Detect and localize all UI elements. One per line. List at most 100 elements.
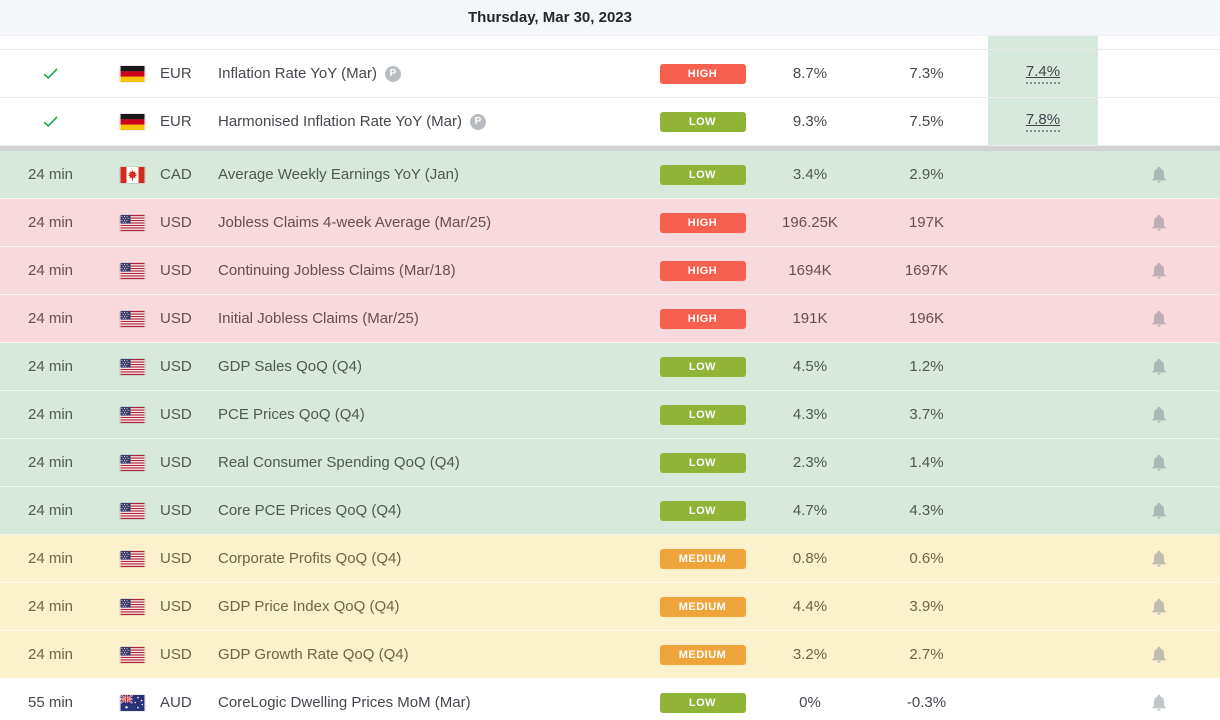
calendar-row[interactable]: 24 min USD Initial Jobless Claims (Mar/25)… [0,295,1220,343]
bell-icon[interactable] [1149,644,1169,665]
bell-icon[interactable] [1149,260,1169,281]
currency-cell: USD [160,199,218,246]
flag-de-icon [120,113,145,130]
currency-cell: EUR [160,50,218,97]
currency-cell: USD [160,583,218,630]
event-link[interactable]: Initial Jobless Claims (Mar/25) [218,310,419,327]
bell-icon[interactable] [1149,404,1169,425]
time-remaining: 24 min [28,598,74,615]
time-cell: 24 min [0,151,105,198]
importance-badge: LOW [659,500,746,521]
actual-value: 8.7% [792,65,828,82]
importance-cell: MEDIUM [650,583,755,630]
consensus-cell: 7.8% [988,98,1098,145]
calendar-row[interactable]: 24 min USD Continuing Jobless Claims (Mar/… [0,247,1220,295]
calendar-row[interactable]: EUR Inflation Rate YoY (Mar) P HIGH 8.7% 7.3%… [0,50,1220,98]
time-remaining: 24 min [28,310,74,327]
bell-cell [1098,247,1220,294]
event-cell: Initial Jobless Claims (Mar/25) [218,295,650,342]
calendar-row[interactable]: EUR Harmonised Inflation Rate YoY (Mar) P L… [0,98,1220,146]
time-cell: 24 min [0,247,105,294]
bell-cell [1098,391,1220,438]
event-link[interactable]: Inflation Rate YoY (Mar) [218,65,377,82]
previous-cell: 196K [865,295,988,342]
consensus-value[interactable]: 7.4% [1025,63,1061,84]
event-link[interactable]: Corporate Profits QoQ (Q4) [218,550,402,567]
importance-badge: HIGH [659,308,746,329]
event-link[interactable]: Average Weekly Earnings YoY (Jan) [218,166,459,183]
previous-cell: 1.4% [865,439,988,486]
time-cell: 24 min [0,535,105,582]
time-cell [0,98,105,145]
previous-value: 4.3% [909,502,944,519]
importance-cell: HIGH [650,199,755,246]
flag-cell [105,583,160,630]
bell-cell [1098,631,1220,678]
event-cell: Real Consumer Spending QoQ (Q4) [218,439,650,486]
bell-icon[interactable] [1149,212,1169,233]
importance-cell: HIGH [650,295,755,342]
calendar-row[interactable]: 24 min USD Jobless Claims 4-week Average (… [0,199,1220,247]
currency-code: AUD [160,694,192,711]
calendar-row[interactable]: 24 min CAD Average Weekly Earnings YoY (Ja… [0,151,1220,199]
consensus-cell [988,391,1098,438]
event-cell: Continuing Jobless Claims (Mar/18) [218,247,650,294]
actual-value: 196.25K [782,214,838,231]
bell-icon[interactable] [1149,356,1169,377]
previous-cell: 1697K [865,247,988,294]
event-link[interactable]: Real Consumer Spending QoQ (Q4) [218,454,460,471]
consensus-cell [988,679,1098,720]
bell-icon[interactable] [1149,500,1169,521]
calendar-row[interactable]: 24 min USD Core PCE Prices QoQ (Q4) LOW 4.7%… [0,487,1220,535]
bell-cell [1098,151,1220,198]
bell-icon[interactable] [1149,692,1169,713]
currency-code: USD [160,262,192,279]
event-cell: Harmonised Inflation Rate YoY (Mar) P [218,98,650,145]
consensus-cell [988,535,1098,582]
flag-us-icon [120,598,145,615]
bell-icon[interactable] [1149,164,1169,185]
consensus-cell: 7.4% [988,50,1098,97]
calendar-row[interactable]: 24 min USD PCE Prices QoQ (Q4) LOW 4.3% 3.7% [0,391,1220,439]
actual-value: 3.4% [792,166,828,183]
bell-cell [1098,199,1220,246]
released-check-icon [28,64,60,83]
actual-cell: 3.4% [755,151,865,198]
event-link[interactable]: GDP Growth Rate QoQ (Q4) [218,646,409,663]
actual-value: 9.3% [792,113,828,130]
actual-value: 4.7% [792,502,828,519]
scrolled-row-sliver [0,36,1220,50]
event-link[interactable]: PCE Prices QoQ (Q4) [218,406,365,423]
event-link[interactable]: Continuing Jobless Claims (Mar/18) [218,262,456,279]
bell-cell [1098,535,1220,582]
calendar-row[interactable]: 24 min USD GDP Sales QoQ (Q4) LOW 4.5% 1.2% [0,343,1220,391]
actual-value: 191K [792,310,828,327]
calendar-row[interactable]: 24 min USD Corporate Profits QoQ (Q4) MEDIU… [0,535,1220,583]
consensus-value[interactable]: 7.8% [1025,111,1061,132]
event-link[interactable]: Core PCE Prices QoQ (Q4) [218,502,402,519]
bell-icon[interactable] [1149,308,1169,329]
flag-cell [105,151,160,198]
importance-badge: LOW [659,356,746,377]
calendar-row[interactable]: 24 min USD GDP Price Index QoQ (Q4) MEDIUM 4… [0,583,1220,631]
bell-icon[interactable] [1149,452,1169,473]
event-link[interactable]: Jobless Claims 4-week Average (Mar/25) [218,214,492,231]
event-cell: GDP Price Index QoQ (Q4) [218,583,650,630]
flag-cell [105,199,160,246]
bell-icon[interactable] [1149,548,1169,569]
consensus-cell [988,439,1098,486]
event-link[interactable]: Harmonised Inflation Rate YoY (Mar) [218,113,463,130]
event-link[interactable]: GDP Sales QoQ (Q4) [218,358,362,375]
consensus-cell [988,151,1098,198]
consensus-cell [988,247,1098,294]
event-cell: Average Weekly Earnings YoY (Jan) [218,151,650,198]
event-link[interactable]: GDP Price Index QoQ (Q4) [218,598,400,615]
calendar-row[interactable]: 55 min AUD CoreLogic Dwelling Prices MoM (… [0,679,1220,720]
previous-value: 7.5% [909,113,944,130]
bell-icon[interactable] [1149,596,1169,617]
time-remaining: 24 min [28,502,74,519]
calendar-row[interactable]: 24 min USD GDP Growth Rate QoQ (Q4) MEDIUM 3… [0,631,1220,679]
calendar-row[interactable]: 24 min USD Real Consumer Spending QoQ (Q4)… [0,439,1220,487]
event-link[interactable]: CoreLogic Dwelling Prices MoM (Mar) [218,694,471,711]
event-cell: Jobless Claims 4-week Average (Mar/25) [218,199,650,246]
